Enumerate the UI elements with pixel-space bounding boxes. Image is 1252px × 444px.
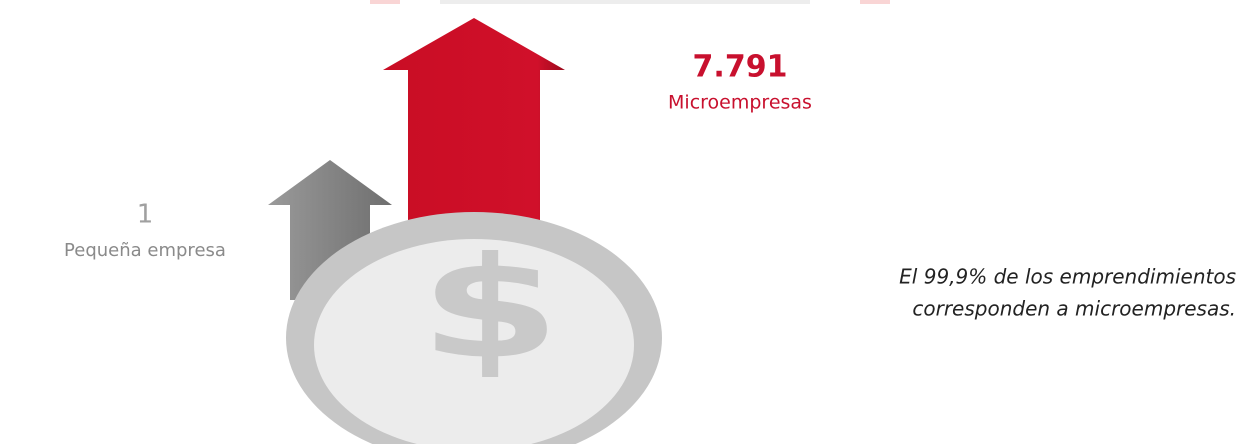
note-line: El 99,9% de los emprendimientos <box>899 265 1236 289</box>
item-value: 1 <box>137 200 154 230</box>
red-arrow <box>383 18 565 230</box>
note-line: corresponden a microempresas. <box>912 297 1236 321</box>
coin-inner <box>314 239 634 444</box>
top-strip <box>370 0 890 4</box>
coin-symbol: $ <box>419 227 560 390</box>
item-label: Pequeña empresa <box>64 240 226 261</box>
item-value: 7.791 <box>693 50 788 85</box>
coin: $ <box>286 212 662 444</box>
item-label: Microempresas <box>668 92 812 114</box>
